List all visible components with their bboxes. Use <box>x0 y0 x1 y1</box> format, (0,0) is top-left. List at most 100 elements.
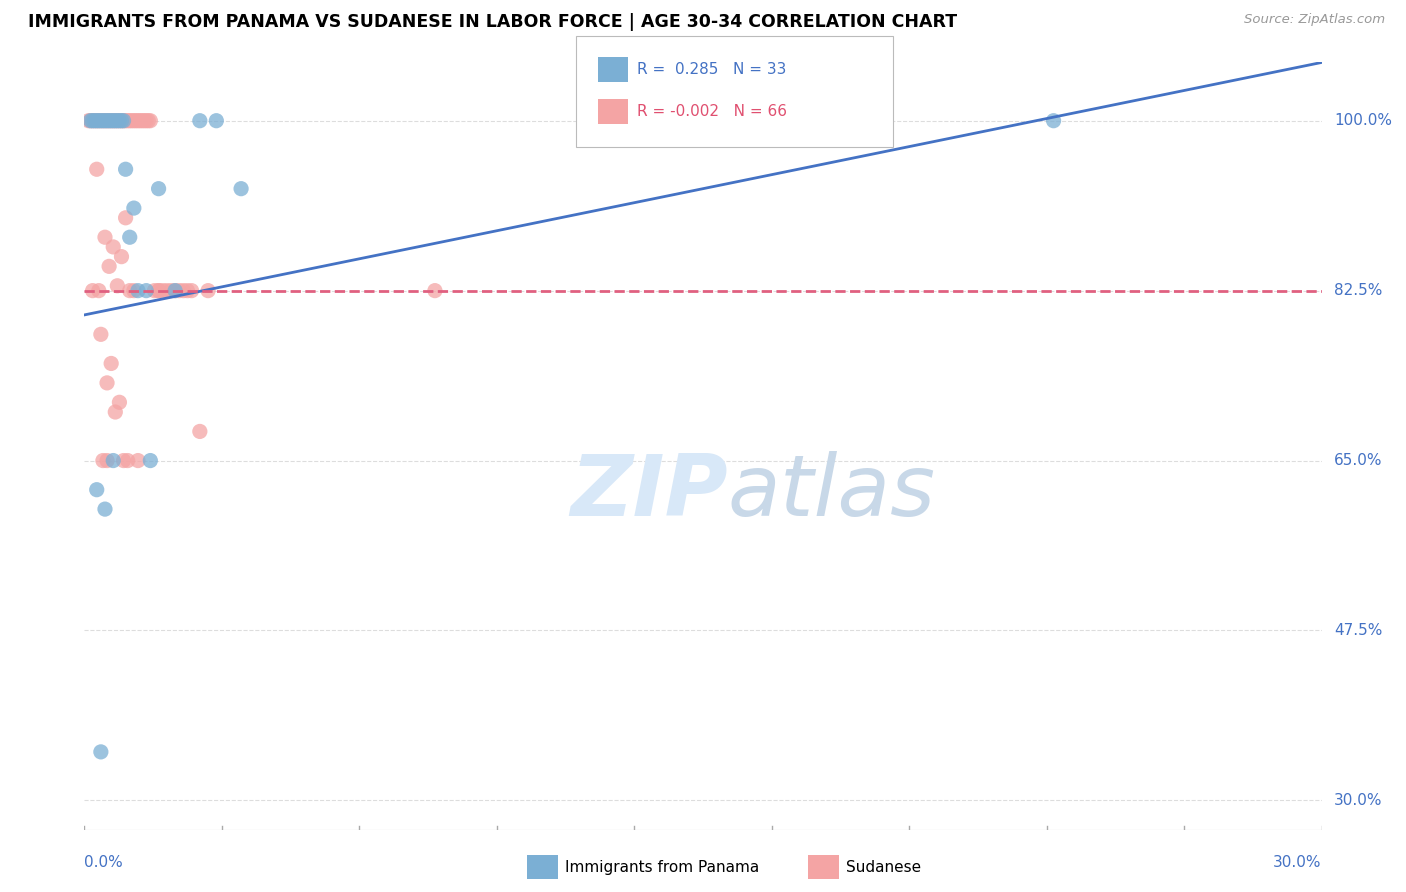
Point <box>79 113 101 128</box>
Text: 0.0%: 0.0% <box>84 855 124 870</box>
Point <box>127 284 149 298</box>
Text: IMMIGRANTS FROM PANAMA VS SUDANESE IN LABOR FORCE | AGE 30-34 CORRELATION CHART: IMMIGRANTS FROM PANAMA VS SUDANESE IN LA… <box>28 13 957 31</box>
Point <box>165 284 187 298</box>
Point <box>77 113 100 128</box>
Point <box>108 113 131 128</box>
Point <box>167 284 190 298</box>
Point <box>180 284 202 298</box>
Point <box>117 113 139 128</box>
Point <box>112 453 135 467</box>
Text: 65.0%: 65.0% <box>1334 453 1382 468</box>
Point <box>104 113 127 128</box>
Point <box>114 113 136 128</box>
Point <box>100 113 122 128</box>
Point <box>125 113 148 128</box>
Point <box>83 113 105 128</box>
Point <box>91 113 114 128</box>
Point <box>197 284 219 298</box>
Text: ZIP: ZIP <box>569 450 728 533</box>
Point <box>100 356 122 370</box>
Point <box>108 395 131 409</box>
Point <box>82 113 104 128</box>
Point <box>129 113 152 128</box>
Point <box>165 284 187 298</box>
Point <box>152 284 174 298</box>
Point <box>90 327 112 342</box>
Point <box>114 162 136 177</box>
Point <box>86 113 108 128</box>
Point <box>91 453 114 467</box>
Point <box>94 502 117 516</box>
Point <box>156 284 179 298</box>
Point <box>143 284 166 298</box>
Point <box>105 113 128 128</box>
Point <box>121 113 143 128</box>
Point <box>100 113 122 128</box>
Point <box>110 250 132 264</box>
Point <box>98 260 121 274</box>
Point <box>105 278 128 293</box>
Point <box>104 113 127 128</box>
Point <box>90 745 112 759</box>
Point <box>105 113 128 128</box>
Point <box>229 182 252 196</box>
Text: 30.0%: 30.0% <box>1274 855 1322 870</box>
Text: 47.5%: 47.5% <box>1334 623 1382 638</box>
Point <box>127 453 149 467</box>
Point <box>112 113 135 128</box>
Point <box>136 113 159 128</box>
Point <box>118 230 141 244</box>
Point <box>103 113 125 128</box>
Point <box>122 284 145 298</box>
Point <box>108 113 131 128</box>
Point <box>94 113 117 128</box>
Text: 30.0%: 30.0% <box>1334 793 1382 808</box>
Point <box>86 483 108 497</box>
Point <box>423 284 446 298</box>
Point <box>82 113 104 128</box>
Text: Sudanese: Sudanese <box>846 860 921 874</box>
Point <box>110 113 132 128</box>
Point <box>205 113 228 128</box>
Point <box>98 113 121 128</box>
Text: R = -0.002   N = 66: R = -0.002 N = 66 <box>637 104 787 119</box>
Point <box>118 284 141 298</box>
Point <box>139 113 162 128</box>
Point <box>79 113 101 128</box>
Point <box>90 113 112 128</box>
Point <box>117 453 139 467</box>
Point <box>96 453 118 467</box>
Point <box>82 284 104 298</box>
Point <box>188 425 211 439</box>
Point <box>148 182 170 196</box>
Text: 100.0%: 100.0% <box>1334 113 1392 128</box>
Point <box>87 113 110 128</box>
Text: Source: ZipAtlas.com: Source: ZipAtlas.com <box>1244 13 1385 27</box>
Point <box>90 113 112 128</box>
Point <box>103 453 125 467</box>
Point <box>87 284 110 298</box>
Text: 82.5%: 82.5% <box>1334 283 1382 298</box>
Point <box>172 284 194 298</box>
Point <box>134 113 156 128</box>
Point <box>118 113 141 128</box>
Point <box>112 113 135 128</box>
Point <box>1042 113 1064 128</box>
Point <box>122 113 145 128</box>
Point <box>96 113 118 128</box>
Point <box>176 284 198 298</box>
Point <box>110 113 132 128</box>
Point <box>83 113 105 128</box>
Point <box>139 453 162 467</box>
Point <box>86 162 108 177</box>
Point <box>91 113 114 128</box>
Point <box>114 211 136 225</box>
Point <box>135 284 157 298</box>
Point <box>94 113 117 128</box>
Point <box>188 113 211 128</box>
Point <box>104 405 127 419</box>
Point <box>148 284 170 298</box>
Point <box>160 284 183 298</box>
Text: atlas: atlas <box>728 450 936 533</box>
Text: Immigrants from Panama: Immigrants from Panama <box>565 860 759 874</box>
